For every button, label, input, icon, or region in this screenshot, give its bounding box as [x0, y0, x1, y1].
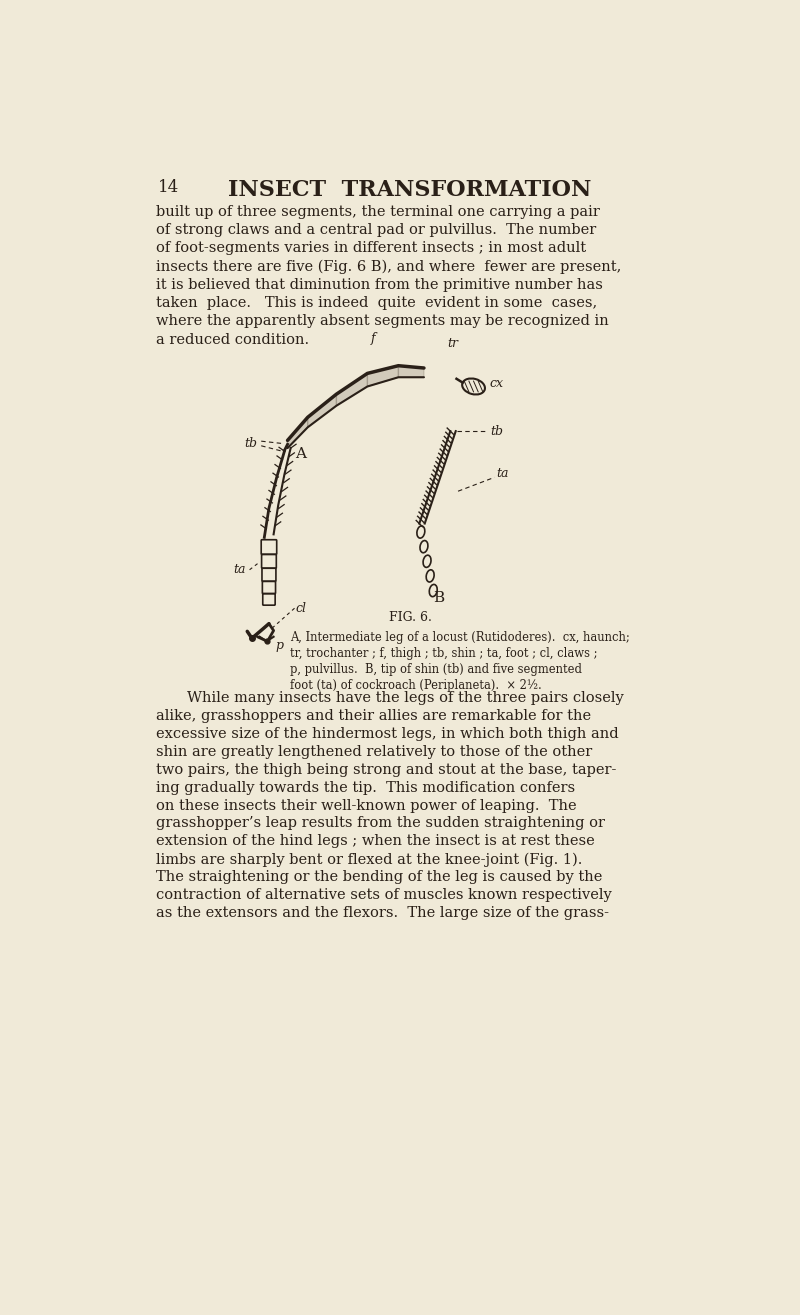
Text: INSECT  TRANSFORMATION: INSECT TRANSFORMATION [228, 179, 592, 201]
Text: on these insects their well-known power of leaping.  The: on these insects their well-known power … [156, 798, 577, 813]
Polygon shape [336, 373, 367, 406]
Text: p: p [275, 639, 283, 652]
Text: ta: ta [497, 467, 510, 480]
Text: taken  place.   This is indeed  quite  evident in some  cases,: taken place. This is indeed quite eviden… [156, 296, 597, 310]
Text: p, pulvillus.  B, tip of shin (tb) and five segmented: p, pulvillus. B, tip of shin (tb) and fi… [290, 663, 582, 676]
Text: built up of three segments, the terminal one carrying a pair: built up of three segments, the terminal… [156, 205, 600, 218]
Text: ing gradually towards the tip.  This modification confers: ing gradually towards the tip. This modi… [156, 781, 575, 794]
Text: contraction of alternative sets of muscles known respectively: contraction of alternative sets of muscl… [156, 888, 611, 902]
Text: a reduced condition.: a reduced condition. [156, 333, 309, 347]
Text: tb: tb [244, 437, 258, 450]
Text: of strong claws and a central pad or pulvillus.  The number: of strong claws and a central pad or pul… [156, 224, 596, 237]
Text: limbs are sharply bent or flexed at the knee-joint (Fig. 1).: limbs are sharply bent or flexed at the … [156, 852, 582, 867]
Text: A, Intermediate leg of a locust (Rutidoderes).  cx, haunch;: A, Intermediate leg of a locust (Rutidod… [290, 631, 630, 644]
Text: where the apparently absent segments may be recognized in: where the apparently absent segments may… [156, 314, 609, 329]
Text: as the extensors and the flexors.  The large size of the grass-: as the extensors and the flexors. The la… [156, 906, 609, 919]
Polygon shape [287, 417, 308, 448]
Text: it is believed that diminution from the primitive number has: it is believed that diminution from the … [156, 277, 602, 292]
Text: of foot-segments varies in different insects ; in most adult: of foot-segments varies in different ins… [156, 241, 586, 255]
Text: The straightening or the bending of the leg is caused by the: The straightening or the bending of the … [156, 871, 602, 884]
Text: foot (ta) of cockroach (Periplaneta).  × 2½.: foot (ta) of cockroach (Periplaneta). × … [290, 679, 542, 692]
Text: tr: tr [447, 338, 458, 350]
Text: tb: tb [490, 425, 503, 438]
Text: extension of the hind legs ; when the insect is at rest these: extension of the hind legs ; when the in… [156, 834, 594, 848]
Text: cl: cl [295, 602, 306, 614]
Text: shin are greatly lengthened relatively to those of the other: shin are greatly lengthened relatively t… [156, 746, 592, 759]
Text: FIG. 6.: FIG. 6. [389, 610, 431, 623]
Text: ta: ta [234, 563, 246, 576]
Text: grasshopper’s leap results from the sudden straightening or: grasshopper’s leap results from the sudd… [156, 817, 605, 831]
Text: two pairs, the thigh being strong and stout at the base, taper-: two pairs, the thigh being strong and st… [156, 763, 616, 777]
Text: 14: 14 [158, 179, 179, 196]
Text: While many insects have the legs of the three pairs closely: While many insects have the legs of the … [187, 692, 623, 705]
Text: excessive size of the hindermost legs, in which both thigh and: excessive size of the hindermost legs, i… [156, 727, 618, 742]
Text: f: f [370, 331, 375, 345]
Polygon shape [367, 366, 398, 387]
Text: insects there are five (Fig. 6 B), and where  fewer are present,: insects there are five (Fig. 6 B), and w… [156, 259, 621, 274]
Polygon shape [308, 394, 336, 427]
Text: A: A [295, 447, 306, 460]
Text: B: B [434, 592, 444, 605]
Text: tr, trochanter ; f, thigh ; tb, shin ; ta, foot ; cl, claws ;: tr, trochanter ; f, thigh ; tb, shin ; t… [290, 647, 598, 660]
Text: cx: cx [489, 377, 503, 391]
Polygon shape [398, 366, 424, 377]
Text: alike, grasshoppers and their allies are remarkable for the: alike, grasshoppers and their allies are… [156, 709, 591, 723]
